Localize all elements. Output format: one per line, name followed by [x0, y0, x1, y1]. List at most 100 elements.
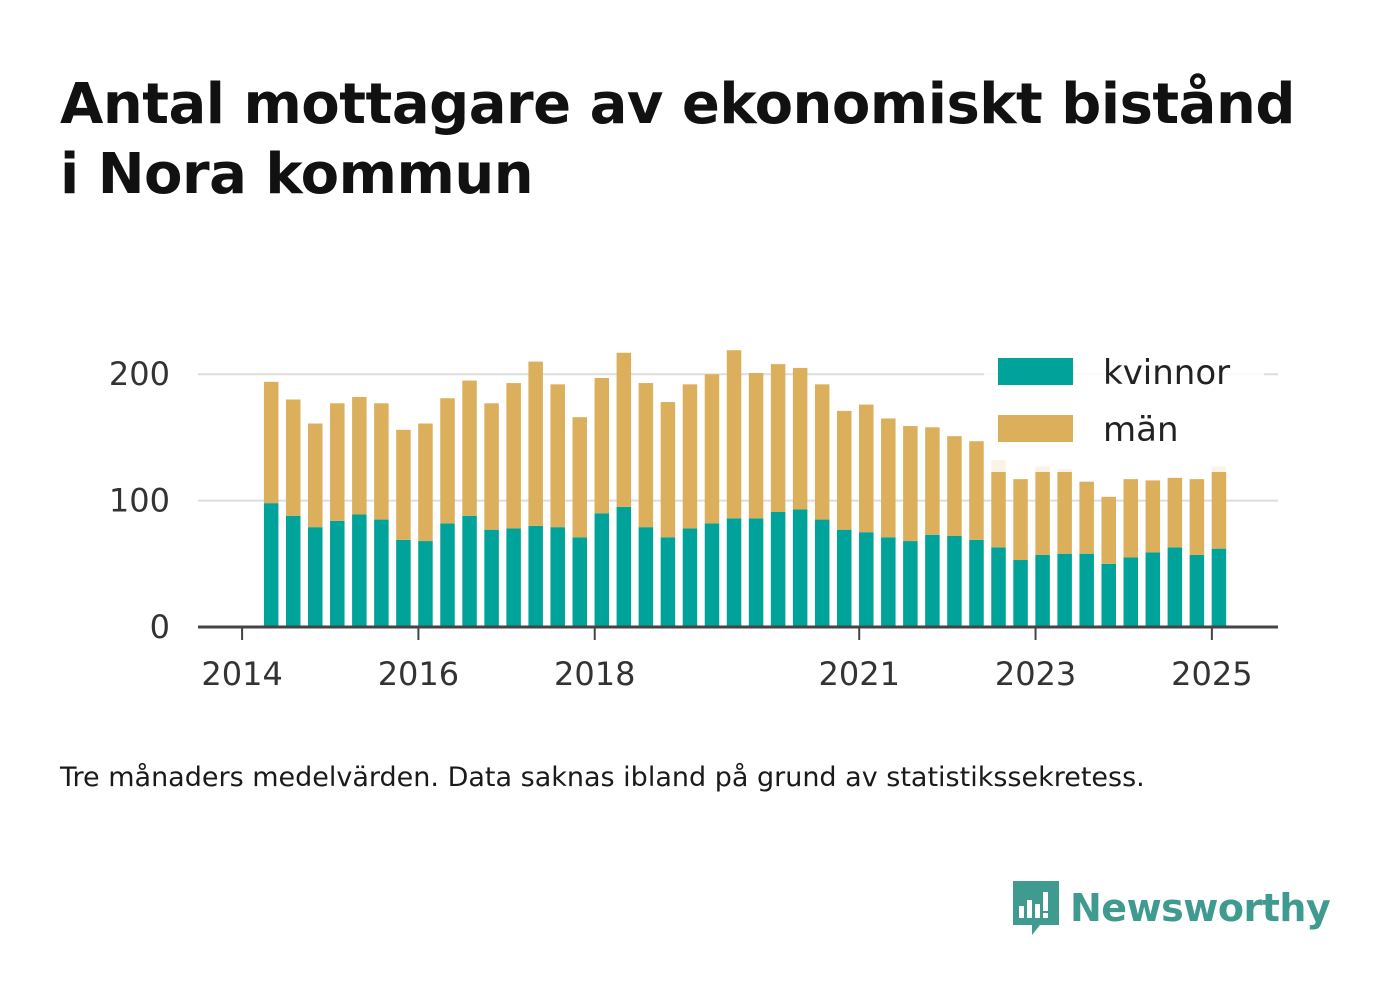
x-tick-label-2014: 2014	[201, 655, 282, 693]
legend-swatch-1	[998, 415, 1073, 442]
chart-title-line-1: Antal mottagare av ekonomiskt bistånd	[60, 72, 1295, 137]
bar-man-21	[726, 350, 742, 519]
newsworthy-logo-icon	[1013, 881, 1059, 935]
bar-kvinnor-22	[748, 518, 764, 627]
x-tick-label-2016: 2016	[378, 655, 459, 693]
bar-man-17	[638, 383, 654, 528]
chart-footnote: Tre månaders medelvärden. Data saknas ib…	[60, 762, 1145, 793]
bar-kvinnor-28	[881, 537, 896, 627]
bar-man-15	[594, 378, 610, 514]
bar-man-31	[947, 436, 962, 537]
bar-man-9	[462, 380, 477, 516]
bar-man-40	[1145, 480, 1161, 553]
bar-man-24	[792, 367, 808, 510]
bar-man-30	[925, 427, 940, 535]
bar-kvinnor-19	[682, 528, 698, 627]
bar-man-0	[263, 381, 279, 504]
bar-kvinnor-38	[1101, 563, 1116, 627]
bar-kvinnor-18	[660, 537, 676, 627]
bar-kvinnor-13	[550, 527, 565, 627]
chart-title-line-2: i Nora kommun	[60, 142, 534, 207]
bar-kvinnor-36	[1057, 553, 1072, 627]
bar-kvinnor-20	[704, 523, 720, 627]
bar-man-7	[418, 423, 433, 542]
bar-man-19	[682, 384, 698, 529]
bar-kvinnor-16	[616, 506, 632, 627]
bar-chart: 0 100 200 2014 2016 2018 2021 2023 2025 kvinnor mä…	[108, 350, 1278, 693]
bar-kvinnor-40	[1145, 552, 1161, 627]
bar-kvinnor-29	[903, 541, 918, 627]
bar-kvinnor-14	[572, 537, 587, 627]
bar-man-39	[1123, 479, 1139, 558]
bar-kvinnor-10	[484, 529, 499, 627]
bar-kvinnor-31	[947, 536, 962, 627]
bar-man-20	[704, 374, 720, 524]
bar-kvinnor-30	[925, 534, 940, 627]
bar-man-8	[440, 398, 455, 524]
bar-man-32	[969, 441, 984, 540]
bar-man-10	[484, 403, 499, 530]
bar-kvinnor-8	[440, 523, 455, 627]
bar-man-5	[374, 403, 389, 520]
bar-kvinnor-7	[418, 541, 433, 627]
bar-kvinnor-11	[506, 528, 521, 627]
bar-man-41	[1167, 477, 1183, 548]
x-tick-label-2021: 2021	[819, 655, 900, 693]
bar-man-26	[836, 410, 852, 530]
brand-logo[interactable]: Newsworthy	[1010, 878, 1331, 938]
bar-man-25	[814, 384, 830, 520]
y-tick-label-0: 0	[150, 608, 170, 646]
bar-man-35	[1035, 466, 1050, 555]
bar-man-37	[1079, 481, 1094, 554]
bar-kvinnor-1	[285, 515, 301, 627]
bar-kvinnor-5	[374, 519, 389, 627]
bar-man-22	[748, 372, 764, 519]
bar-man-4	[352, 396, 367, 515]
bar-man-6	[396, 429, 411, 540]
bar-kvinnor-12	[528, 525, 543, 627]
bar-man-1	[285, 399, 301, 516]
bar-man-42	[1189, 479, 1205, 555]
legend-label-0: kvinnor	[1103, 353, 1230, 393]
bar-kvinnor-34	[1013, 560, 1028, 627]
bar-man-36	[1057, 469, 1072, 554]
bar-man-3	[330, 403, 345, 521]
brand-name: Newsworthy	[1070, 886, 1331, 930]
bar-man-18	[660, 402, 676, 538]
bar-kvinnor-6	[396, 539, 411, 627]
bar-kvinnor-24	[792, 509, 808, 627]
bar-kvinnor-39	[1123, 557, 1139, 627]
bar-man-14	[572, 417, 587, 538]
bar-man-28	[881, 418, 896, 538]
bar-kvinnor-4	[352, 514, 367, 627]
bar-kvinnor-43	[1211, 548, 1227, 627]
chart-title: Antal mottagare av ekonomiskt bistånd i …	[60, 70, 1350, 210]
bar-kvinnor-33	[991, 547, 1006, 627]
bar-kvinnor-26	[836, 529, 852, 627]
bar-kvinnor-9	[462, 515, 477, 627]
bar-kvinnor-25	[814, 519, 830, 627]
bar-kvinnor-42	[1189, 554, 1205, 627]
x-tick-label-2023: 2023	[995, 655, 1076, 693]
y-tick-label-100: 100	[109, 482, 170, 520]
bar-kvinnor-35	[1035, 554, 1050, 627]
bar-man-34	[1013, 479, 1028, 561]
bar-man-16	[616, 352, 632, 507]
bar-kvinnor-2	[308, 527, 323, 627]
bar-kvinnor-17	[638, 527, 654, 627]
bar-man-43	[1211, 466, 1227, 549]
y-tick-label-200: 200	[109, 355, 170, 393]
bar-kvinnor-41	[1167, 547, 1183, 627]
bar-kvinnor-32	[969, 539, 984, 627]
bar-man-2	[308, 423, 323, 528]
bar-man-12	[528, 361, 543, 526]
bar-man-13	[550, 384, 565, 528]
bar-kvinnor-15	[594, 513, 610, 627]
legend-swatch-0	[998, 358, 1073, 385]
bar-kvinnor-3	[330, 520, 345, 627]
bar-man-11	[506, 383, 521, 529]
bar-kvinnor-23	[770, 511, 786, 627]
x-tick-label-2018: 2018	[554, 655, 635, 693]
legend-label-1: män	[1103, 410, 1179, 450]
bar-man-29	[903, 426, 918, 542]
